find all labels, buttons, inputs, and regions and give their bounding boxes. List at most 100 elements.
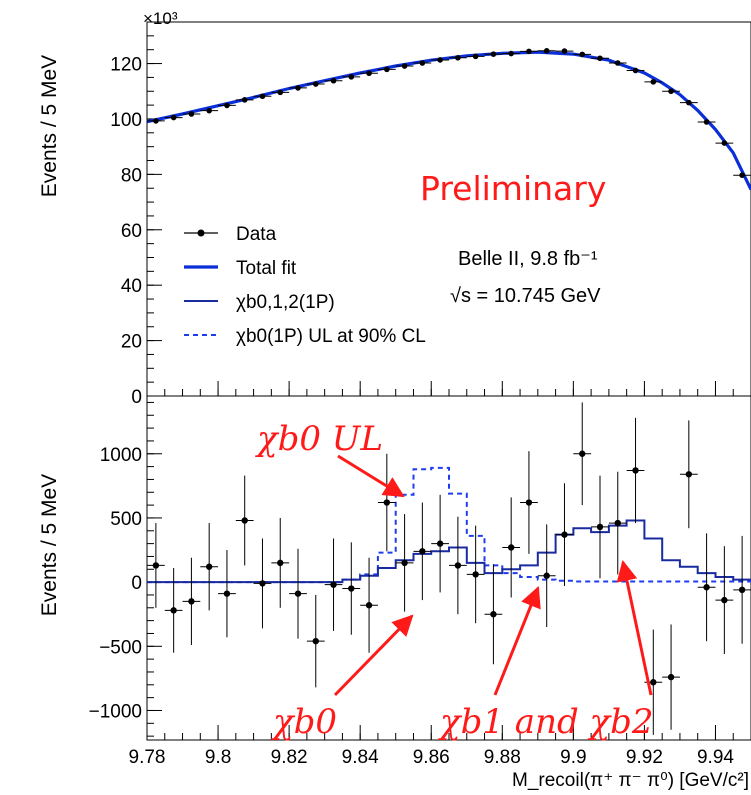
data-point <box>543 48 550 54</box>
legend-item-total-fit: Total fit <box>184 258 297 279</box>
legend: Data Total fit χb0,1,2(1P) χb0(1P) UL at… <box>184 224 426 347</box>
data-point <box>294 590 302 597</box>
bottom-y-tick-label: −1000 <box>89 701 142 722</box>
top-y-tick-label: 40 <box>121 276 142 297</box>
data-point <box>188 111 195 117</box>
data-point <box>490 611 497 618</box>
data-point <box>205 563 213 570</box>
top-series-layer <box>146 48 751 191</box>
data-point <box>579 51 586 58</box>
data-point <box>508 50 514 57</box>
data-point <box>632 467 639 474</box>
data-point <box>152 562 160 569</box>
data-point <box>241 97 248 103</box>
data-point <box>507 544 515 551</box>
legend-item-chi-b012: χb0,1,2(1P) <box>184 292 335 313</box>
legend-label-total-fit: Total fit <box>236 258 297 279</box>
data-point <box>312 81 319 87</box>
data-point <box>241 517 248 524</box>
data-point <box>419 60 426 66</box>
data-point <box>472 571 479 578</box>
bottom-y-axis-label: Events / 5 MeV <box>38 474 61 616</box>
energy-label: √s = 10.745 GeV <box>450 285 601 307</box>
annotation-chi-b0: χb0 <box>271 702 337 742</box>
arrow-chi-b0 <box>333 614 414 697</box>
data-point <box>223 590 231 597</box>
data-point <box>365 602 373 609</box>
data-point <box>525 499 533 506</box>
data-point <box>667 673 675 681</box>
legend-item-chi-b0-ul: χb0(1P) UL at 90% CL <box>184 326 426 347</box>
data-point <box>685 471 693 478</box>
bottom-y-tick-label: −500 <box>99 637 142 658</box>
data-point <box>153 118 159 124</box>
bottom-series-layer <box>147 402 751 735</box>
arrow-chi-b0-ul <box>337 454 405 498</box>
top-panel: 0 20 40 60 80 100 120 ×10³ Events / 5 MeV Data… <box>38 9 751 408</box>
data-point <box>454 562 462 569</box>
data-point <box>472 53 479 60</box>
data-point <box>170 607 177 614</box>
data-point <box>650 679 657 686</box>
arrow-chi-b2 <box>616 559 653 696</box>
data-point <box>419 548 426 555</box>
data-point <box>490 51 497 57</box>
bottom-y-tick-label: 0 <box>131 573 142 594</box>
data-point <box>295 85 301 91</box>
top-y-scale-label: ×10³ <box>143 9 178 28</box>
data-point <box>277 559 284 567</box>
data-point <box>330 77 337 84</box>
x-tick-label: 9.84 <box>342 747 379 768</box>
annotation-chi-b1-and-b2: χb1 and χb2 <box>438 702 654 742</box>
legend-label-data: Data <box>236 224 277 245</box>
top-y-tick-label: 0 <box>131 387 142 408</box>
top-y-axis-label: Events / 5 MeV <box>38 55 61 197</box>
data-point <box>597 55 603 62</box>
bottom-y-axis: −1000 −500 0 500 1000 <box>89 401 162 737</box>
bottom-plot-frame <box>146 395 751 741</box>
data-point <box>596 523 604 531</box>
top-y-tick-label: 20 <box>121 332 142 353</box>
data-point <box>561 531 568 538</box>
data-point <box>526 48 532 55</box>
data-point <box>259 580 266 587</box>
data-point <box>348 585 355 592</box>
data-point <box>703 119 710 125</box>
top-y-tick-label: 60 <box>121 221 142 242</box>
chi-b012-histogram <box>147 519 751 584</box>
bottom-x-axis-label: M_recoil(π⁺ π⁻ π⁰) [GeV/c²] <box>512 770 749 791</box>
data-point <box>703 584 710 591</box>
data-point <box>738 586 746 594</box>
data-point <box>259 93 266 100</box>
x-tick-label: 9.92 <box>626 747 663 768</box>
data-point <box>668 88 674 95</box>
data-point <box>188 598 195 605</box>
data-point <box>384 66 390 73</box>
data-point <box>277 89 284 96</box>
data-point <box>437 57 443 63</box>
top-y-axis: 0 20 40 60 80 100 120 <box>110 35 751 408</box>
annotation-chi-b0-ul: χb0 UL <box>255 419 383 459</box>
x-tick-label: 9.94 <box>697 747 734 768</box>
data-point <box>579 450 586 457</box>
data-point <box>206 107 212 114</box>
bottom-x-axis: 9.78 9.8 9.82 9.84 9.86 9.88 9.9 9.92 9.94 <box>129 725 751 768</box>
x-tick-label: 9.86 <box>413 747 450 768</box>
x-tick-label: 9.82 <box>271 747 308 768</box>
data-point <box>436 540 444 547</box>
data-point <box>543 572 550 579</box>
data-point <box>312 637 319 645</box>
data-point <box>170 114 177 121</box>
bottom-panel: −1000 −500 0 500 1000 9.78 9.8 9.82 9.84 9.86 9.8… <box>38 395 751 791</box>
data-point <box>561 48 568 54</box>
data-point <box>224 102 230 109</box>
data-point <box>455 54 461 61</box>
data-point <box>632 67 639 74</box>
legend-label-chi-b012: χb0,1,2(1P) <box>236 292 335 313</box>
x-tick-label: 9.8 <box>205 747 231 768</box>
legend-label-chi-b0-ul: χb0(1P) UL at 90% CL <box>236 326 426 347</box>
data-point <box>739 172 745 179</box>
top-y-tick-label: 120 <box>110 55 142 76</box>
data-point <box>401 63 408 69</box>
